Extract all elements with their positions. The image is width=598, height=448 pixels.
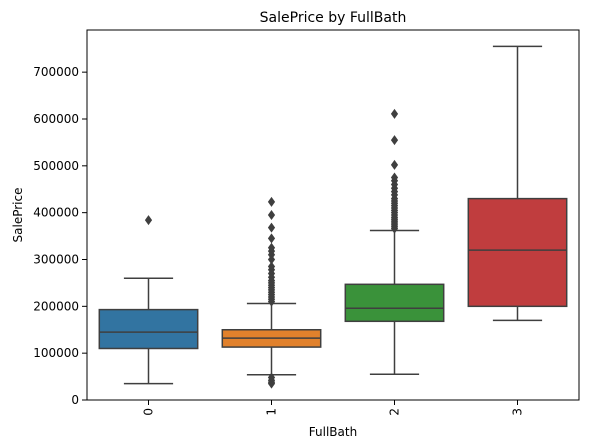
outlier-point <box>267 242 276 253</box>
outlier-point <box>390 108 399 119</box>
box-group-0 <box>98 215 199 385</box>
outlier-point <box>267 233 276 244</box>
chart-title: SalePrice by FullBath <box>260 10 407 26</box>
outlier-point <box>267 222 276 233</box>
y-tick-label: 400000 <box>33 206 79 220</box>
y-tick-label: 500000 <box>33 159 79 173</box>
box <box>98 308 199 350</box>
outlier-point <box>267 210 276 220</box>
y-axis-label: SalePrice <box>11 188 25 243</box>
y-tick-label: 600000 <box>33 112 79 126</box>
outlier-point <box>267 261 276 272</box>
box-group-2 <box>344 108 445 375</box>
box-group-3 <box>467 45 568 322</box>
y-tick-label: 300000 <box>33 252 79 266</box>
x-axis-label: FullBath <box>309 425 357 439</box>
x-axis: 0 1 2 3 <box>142 400 525 416</box>
plot-frame <box>86 29 580 401</box>
box <box>344 283 445 323</box>
outlier-point <box>390 172 399 183</box>
outlier-point <box>144 215 153 226</box>
outlier-point <box>267 372 276 383</box>
outlier-point <box>267 196 276 207</box>
y-tick-label: 100000 <box>33 346 79 360</box>
plot-area <box>98 45 568 389</box>
x-tick-label: 1 <box>265 408 279 416</box>
outlier-point <box>390 159 399 170</box>
y-axis: 0 100000 200000 300000 400000 500000 600000 700… <box>33 65 87 407</box>
x-tick-label: 2 <box>388 408 402 416</box>
box <box>467 197 568 308</box>
y-tick-label: 700000 <box>33 65 79 79</box>
x-tick-label: 0 <box>142 408 156 416</box>
y-tick-label: 200000 <box>33 299 79 313</box>
box-group-1 <box>221 196 322 389</box>
y-tick-label: 0 <box>71 393 79 407</box>
outlier-point <box>390 135 399 146</box>
x-tick-label: 3 <box>511 408 525 416</box>
